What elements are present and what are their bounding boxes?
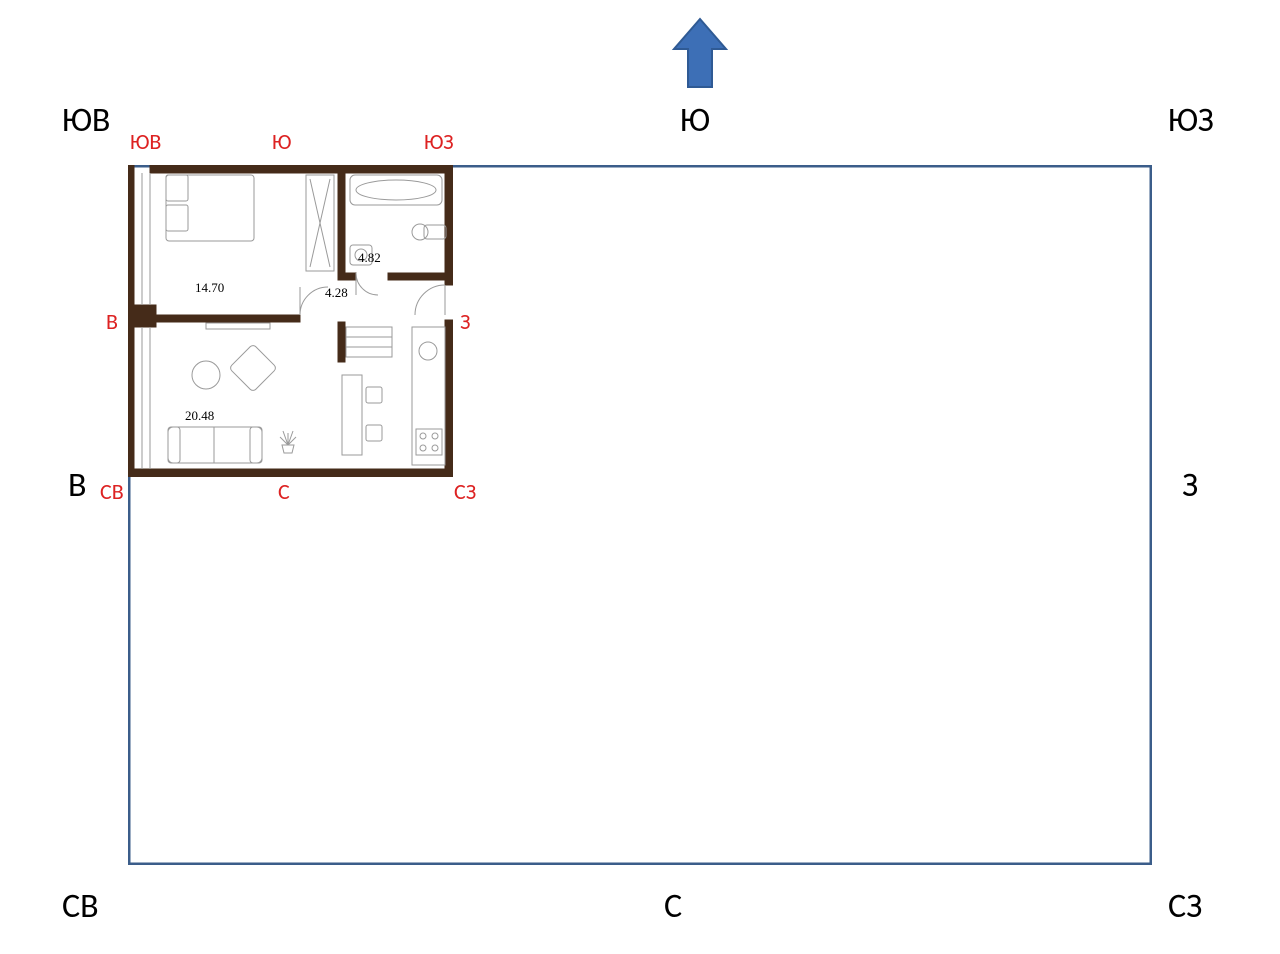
room-area-bedroom: 14.70	[195, 280, 224, 296]
inner-label-n: Ю	[272, 128, 291, 155]
room-area-living: 20.48	[185, 408, 214, 424]
inner-label-e: З	[460, 308, 470, 335]
floorplan	[128, 165, 453, 477]
room-area-hall: 4.28	[325, 285, 348, 301]
outer-label-w: В	[68, 465, 87, 506]
inner-label-sw: СВ	[100, 478, 124, 505]
room-area-bath: 4.82	[358, 250, 381, 266]
outer-label-se: СЗ	[1168, 886, 1202, 927]
inner-label-w: В	[106, 308, 118, 335]
outer-label-n: Ю	[680, 100, 710, 141]
outer-label-s: С	[664, 886, 682, 927]
inner-label-se: СЗ	[454, 478, 476, 505]
outer-label-nw: ЮВ	[62, 100, 110, 141]
inner-label-nw: ЮВ	[130, 128, 161, 155]
outer-label-sw: СВ	[62, 886, 99, 927]
inner-label-s: С	[278, 478, 290, 505]
inner-label-ne: ЮЗ	[424, 128, 454, 155]
compass-arrow-icon	[660, 15, 740, 95]
outer-label-ne: ЮЗ	[1168, 100, 1214, 141]
outer-label-e: З	[1182, 465, 1198, 506]
